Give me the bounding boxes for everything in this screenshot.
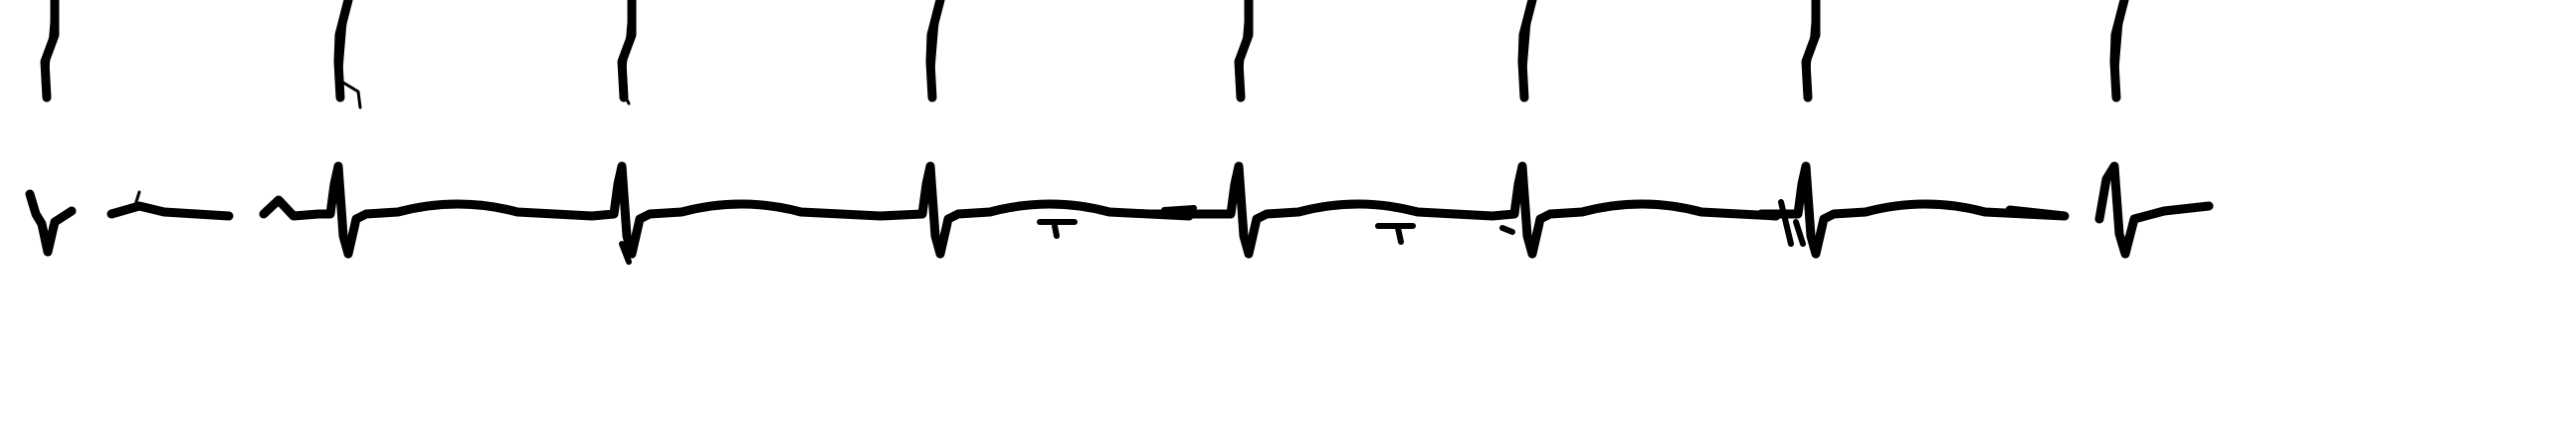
upper-beat-2-tail [336,78,362,109]
upper-beat-5-edge [1240,8,1249,72]
upper-beat-6 [1517,0,1537,103]
lower-blip-1 [132,190,141,210]
upper-beat-8 [2109,0,2129,103]
artifact-6 [1499,225,1515,235]
lower-beat-8 [2094,161,2214,259]
upper-beat-6-edge [1523,8,1532,72]
trace-artifacts [619,199,1806,265]
upper-lead-trace [40,0,2129,109]
artifact-5 [1161,205,1197,213]
upper-beat-1-edge [46,8,55,72]
lower-beat-1 [25,189,77,257]
artifact-9 [619,241,632,265]
artifact-2 [1052,223,1060,239]
upper-beat-2-edge [339,8,348,72]
upper-beat-3-tail [620,88,631,106]
artifact-7 [1778,199,1794,247]
artifact-8 [1793,219,1806,247]
artifact-4 [1395,225,1404,245]
upper-beat-3-edge [623,8,632,72]
upper-beat-4 [925,0,945,103]
upper-beat-7-edge [1807,8,1816,72]
lower-beats-2-7 [259,161,2070,259]
upper-beat-8-edge [2115,8,2124,72]
lower-lead-trace [25,161,2214,259]
upper-beat-4-edge [931,8,940,72]
lower-baseline-1 [106,201,234,221]
